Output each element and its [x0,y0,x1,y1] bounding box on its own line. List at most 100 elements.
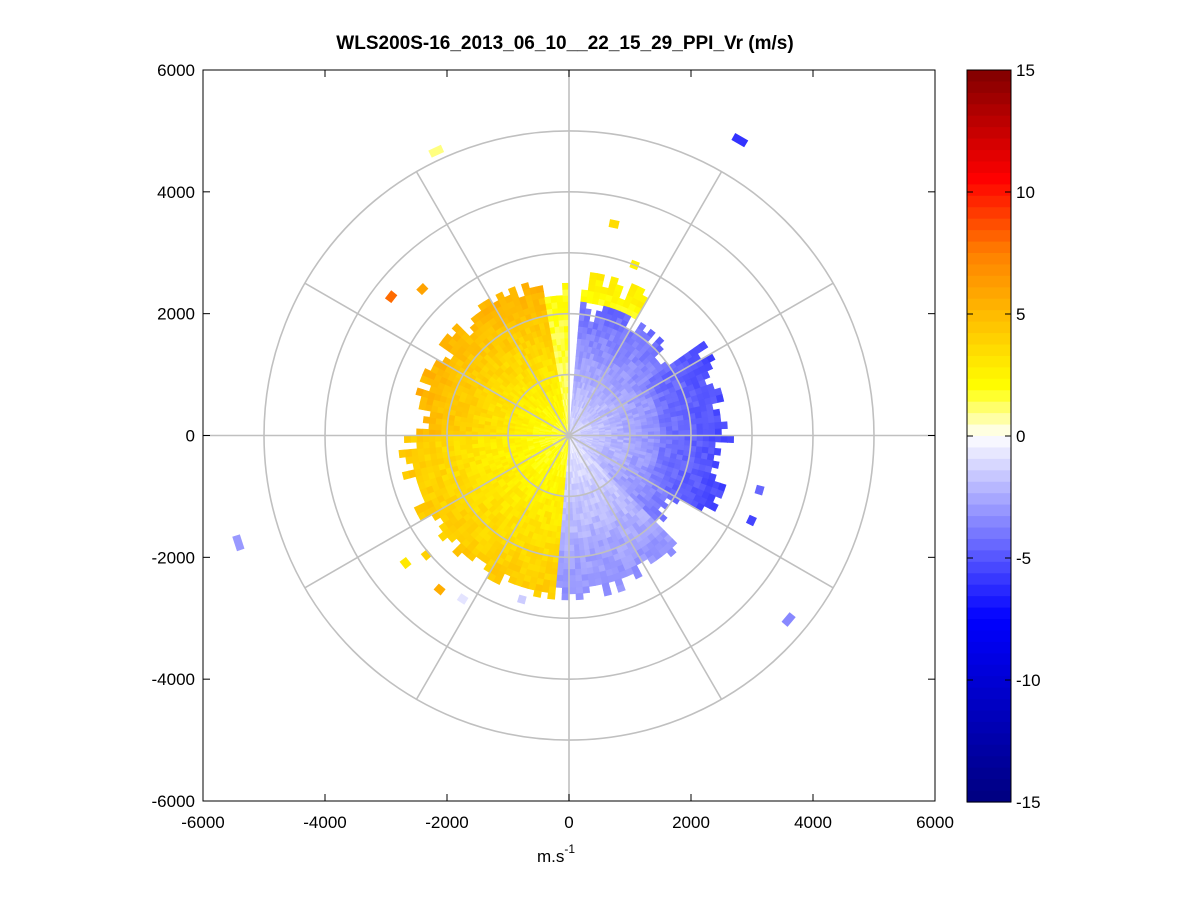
velocity-gate-s5 [568,575,576,583]
colorbar-swatch [967,516,1011,529]
colorbar-swatch [967,710,1011,723]
colorbar-swatch [967,150,1011,163]
colorbar-swatch [967,253,1011,266]
velocity-gate-s5 [562,575,570,583]
colorbar: 15 10 5 0 -5 -10 -15 [966,61,1041,812]
isolated-gate-6 [754,484,765,496]
colorbar-swatch [967,355,1011,368]
radial-spoke-300 [304,282,570,437]
colorbar-swatch [967,493,1011,506]
velocity-gate-s4 [665,426,673,432]
velocity-gate-s4 [702,435,710,442]
colorbar-tick-label: 10 [1016,183,1035,202]
velocity-gate-s4 [707,447,716,455]
velocity-gate-s2 [609,276,619,285]
colorbar-swatch [967,378,1011,391]
velocity-gate-s5 [587,579,596,587]
velocity-gate-s5 [562,569,570,576]
velocity-gate-s3 [647,427,655,433]
velocity-gate-s6 [434,435,442,442]
colorbar-swatch [967,458,1011,471]
velocity-gate-s6 [453,444,461,451]
velocity-gate-s6 [434,440,442,448]
velocity-gate-s6 [398,449,407,459]
velocity-gate-s3 [637,322,647,332]
colorbar-swatch [967,527,1011,540]
velocity-gate-s5 [666,547,677,558]
velocity-gate-s4 [698,340,709,351]
velocity-gate-s1 [555,332,561,340]
velocity-gate-s6 [403,435,411,443]
colorbar-swatch [967,275,1011,288]
x-axis-label: m.s-1 [537,842,575,866]
velocity-gate-s0 [442,333,453,344]
x-tick-label: -2000 [425,813,468,832]
colorbar-swatch [967,161,1011,174]
velocity-gate-s0 [428,416,437,425]
radial-spoke-330 [415,171,570,436]
y-tick-label: 0 [186,427,195,446]
colorbar-swatch [967,241,1011,254]
velocity-gate-s6 [405,455,414,465]
velocity-gate-s4 [696,435,704,442]
velocity-gate-s6 [416,441,424,450]
colorbar-tick-label: -10 [1016,671,1041,690]
velocity-gate-s6 [416,447,425,456]
y-tick-label: 6000 [157,61,195,80]
velocity-gate-s4 [671,420,679,427]
colorbar-swatch [967,104,1011,117]
velocity-gate-s4 [678,425,686,432]
velocity-gate-s6 [412,461,421,471]
colorbar-swatch [967,401,1011,414]
velocity-gate-s5 [568,562,576,570]
velocity-gate-s5 [574,562,582,570]
velocity-gate-s6 [410,435,417,443]
colorbar-swatch [967,207,1011,220]
velocity-gate-s3 [653,427,661,433]
isolated-gate-4 [608,219,620,229]
velocity-gate-s0 [507,286,518,296]
velocity-gate-s2 [614,284,624,293]
velocity-gate-s1 [560,343,566,351]
isolated-gate-3 [731,132,749,148]
radial-spoke-30 [568,171,723,436]
velocity-gate-s4 [712,408,721,417]
colorbar-swatch [967,447,1011,460]
colorbar-swatch [967,676,1011,689]
isolated-gate-12 [433,583,446,596]
velocity-gate-s6 [471,439,479,445]
velocity-gate-s6 [452,439,460,446]
colorbar-swatch [967,733,1011,746]
velocity-gate-s6 [434,446,443,454]
velocity-gate-s5 [575,580,583,588]
velocity-gate-s1 [558,319,565,327]
colorbar-swatch [967,81,1011,94]
y-tick-label: -6000 [152,792,195,811]
colorbar-swatch [967,664,1011,677]
colorbar-swatch [967,550,1011,563]
colorbar-swatch [967,538,1011,551]
velocity-gate-s5 [555,574,564,582]
colorbar-swatch [967,721,1011,734]
velocity-gate-s1 [562,301,570,309]
velocity-gate-s5 [556,568,564,576]
velocity-gate-s6 [452,547,463,558]
velocity-gate-s4 [696,423,704,431]
velocity-gate-s4 [708,441,716,449]
velocity-gate-s6 [428,446,437,455]
velocity-gate-s4 [702,441,710,449]
velocity-gate-s4 [665,421,673,428]
colorbar-tick-labels: 15 10 5 0 -5 -10 -15 [1016,61,1041,812]
velocity-gate-s5 [558,544,565,552]
velocity-gate-s1 [550,295,558,303]
colorbar-swatch [967,321,1011,334]
velocity-gate-s0 [422,368,432,378]
velocity-gate-s5 [580,568,588,576]
velocity-gate-s5 [572,532,579,540]
x-tick-label: -4000 [303,813,346,832]
velocity-gate-s1 [562,295,570,302]
velocity-gate-s0 [416,428,424,436]
velocity-gate-s5 [647,554,657,565]
colorbar-swatch [967,470,1011,483]
velocity-gate-s6 [458,439,467,446]
